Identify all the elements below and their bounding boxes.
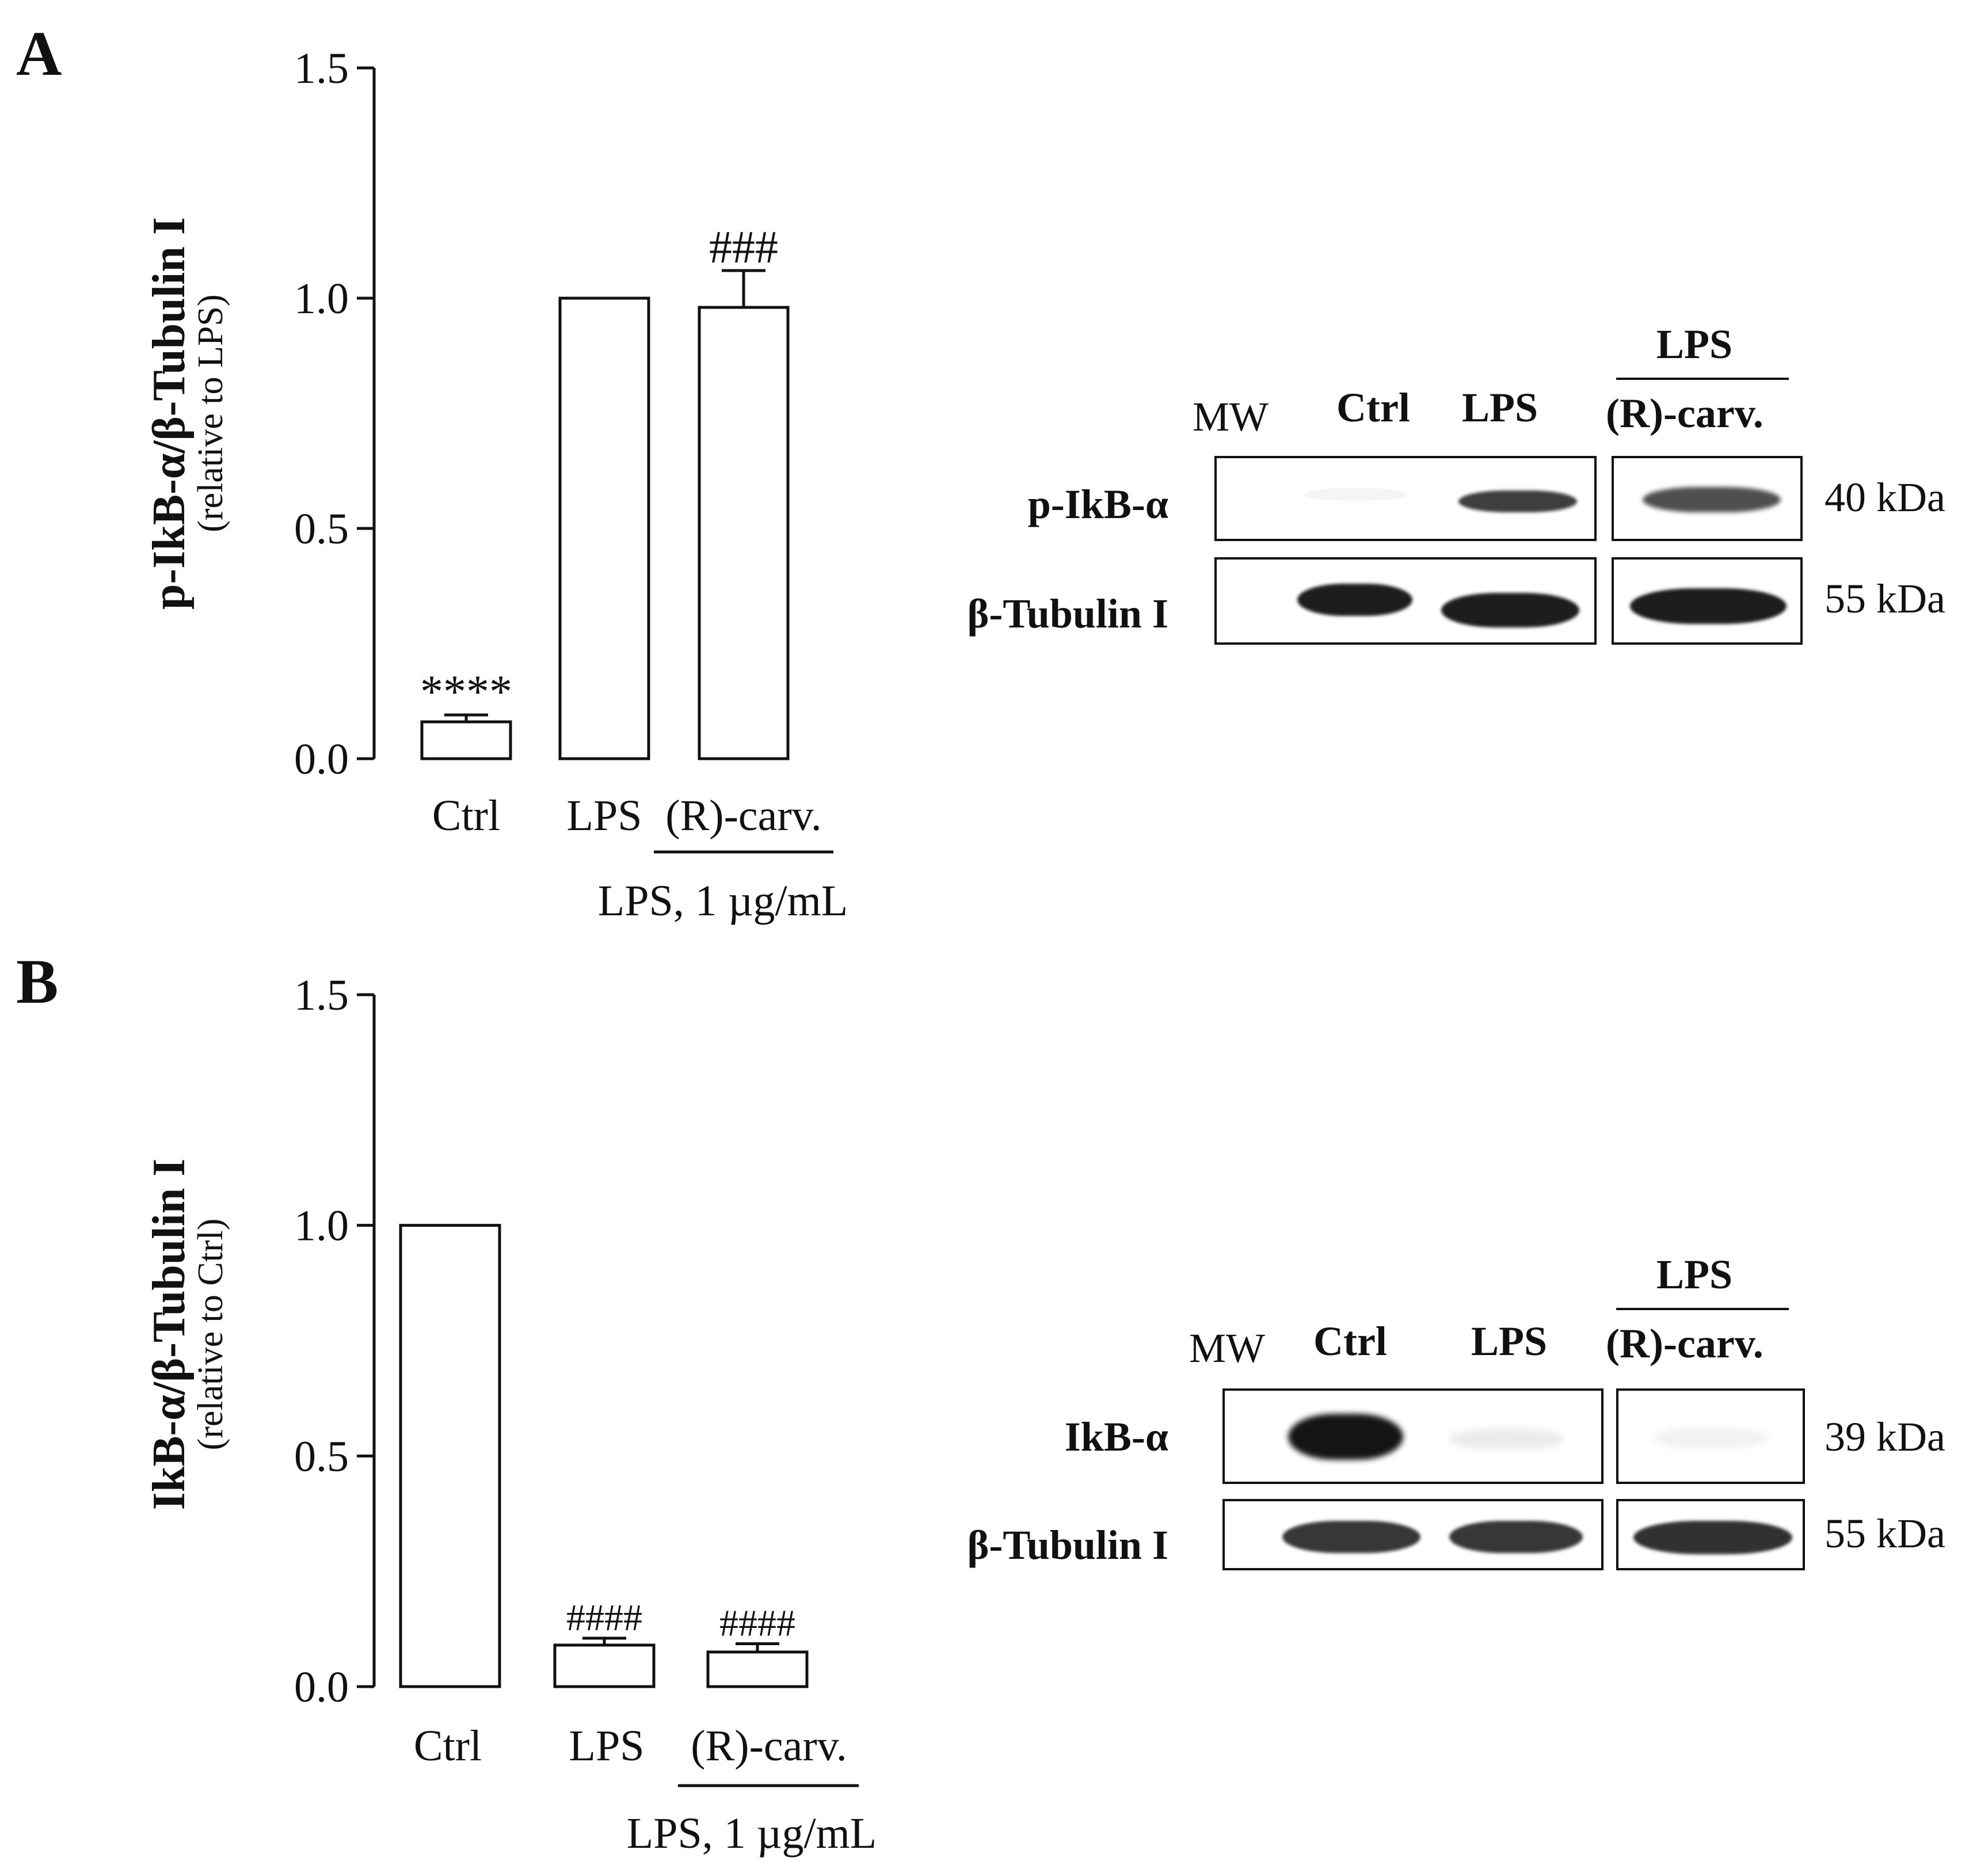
blot-b-row2-left — [1222, 1499, 1603, 1570]
band — [1288, 1414, 1403, 1460]
blot-b-lane-rcarv: (R)-carv. — [1606, 1321, 1763, 1367]
y-axis-label-group: IkB-α/β-Tubulin I(relative to Ctrl) — [144, 1159, 230, 1510]
bar — [399, 1224, 501, 1688]
y-axis-label: IkB-α/β-Tubulin I — [144, 1159, 195, 1510]
blot-b-lane-lps: LPS — [1471, 1318, 1548, 1364]
band — [1282, 1521, 1420, 1553]
group-label: LPS, 1 µg/mL — [598, 877, 848, 925]
group-label: LPS, 1 µg/mL — [627, 1809, 877, 1858]
blot-b-row1-kda: 39 kDa — [1825, 1414, 1945, 1460]
blot-a-row2-right — [1612, 557, 1803, 645]
blot-b-row2-right — [1616, 1499, 1805, 1570]
blot-b-row1-left — [1222, 1388, 1603, 1484]
blot-b-lane-ctrl: Ctrl — [1313, 1318, 1387, 1364]
panel-letter-b: B — [16, 946, 59, 1017]
y-axis-label: p-IkB-α/β-Tubulin I — [144, 217, 195, 610]
band — [1303, 488, 1407, 501]
bar — [698, 306, 790, 760]
blot-b-row2-protein: β-Tubulin I — [967, 1522, 1168, 1568]
y-tick-label: 1.0 — [294, 1202, 349, 1250]
blot-b-group-line — [1616, 1308, 1789, 1310]
bar — [553, 1643, 656, 1688]
x-category-label: (R)-carv. — [691, 1722, 847, 1770]
band — [1441, 593, 1579, 627]
x-category-label: LPS — [567, 792, 642, 840]
blot-a-row1-protein: p-IkB-α — [1027, 481, 1168, 527]
x-category-label: (R)-carv. — [665, 792, 821, 840]
blot-a-group-label: LPS — [1656, 321, 1733, 367]
blot-a-row2-protein: β-Tubulin I — [967, 591, 1168, 637]
band — [1653, 1428, 1768, 1448]
x-category-label: LPS — [569, 1722, 645, 1770]
blot-a-row1-kda: 40 kDa — [1825, 474, 1945, 520]
blot-b-row2-kda: 55 kDa — [1825, 1510, 1945, 1557]
y-tick-label: 0.0 — [294, 735, 349, 783]
y-axis-label-group: p-IkB-α/β-Tubulin I(relative to LPS) — [144, 217, 230, 610]
band — [1633, 1521, 1792, 1554]
blot-b-group-label: LPS — [1656, 1251, 1733, 1297]
y-tick-label: 0.5 — [294, 505, 349, 553]
band — [1449, 1521, 1583, 1553]
blot-a-row2-kda: 55 kDa — [1825, 576, 1945, 622]
bar — [706, 1650, 809, 1688]
blot-a-lane-ctrl: Ctrl — [1336, 385, 1410, 431]
y-tick-label: 0.5 — [294, 1432, 349, 1481]
y-tick-label: 1.5 — [294, 44, 349, 93]
significance-label: #### — [719, 1602, 795, 1644]
panel-letter-a: A — [16, 18, 62, 89]
blot-a-row1-left — [1214, 456, 1597, 541]
band — [1643, 487, 1781, 512]
x-category-label: Ctrl — [414, 1722, 482, 1770]
y-tick-label: 0.0 — [294, 1663, 349, 1711]
blot-a-mw-label: MW — [1193, 394, 1269, 440]
blot-a-group-line — [1616, 378, 1789, 380]
y-axis-sublabel: (relative to LPS) — [191, 294, 230, 532]
blot-a-lane-rcarv: (R)-carv. — [1606, 390, 1763, 436]
band — [1630, 588, 1787, 624]
band — [1458, 490, 1577, 512]
y-tick-label: 1.5 — [294, 971, 349, 1019]
x-category-label: Ctrl — [432, 792, 500, 840]
band — [1297, 584, 1412, 616]
blot-b-row1-protein: IkB-α — [1064, 1414, 1168, 1460]
blot-a-lane-lps: LPS — [1462, 385, 1538, 431]
significance-label: ### — [709, 222, 778, 273]
y-tick-label: 1.0 — [294, 275, 349, 323]
y-axis-sublabel: (relative to Ctrl) — [191, 1219, 230, 1451]
bar — [420, 720, 512, 760]
band — [1449, 1429, 1564, 1449]
blot-a-row2-left — [1214, 557, 1597, 645]
significance-label: **** — [420, 667, 512, 717]
significance-label: #### — [566, 1597, 642, 1639]
blot-b-row1-right — [1616, 1388, 1805, 1484]
blot-b-mw-label: MW — [1189, 1325, 1265, 1371]
bar — [558, 296, 650, 760]
blot-a-row1-right — [1612, 456, 1803, 541]
